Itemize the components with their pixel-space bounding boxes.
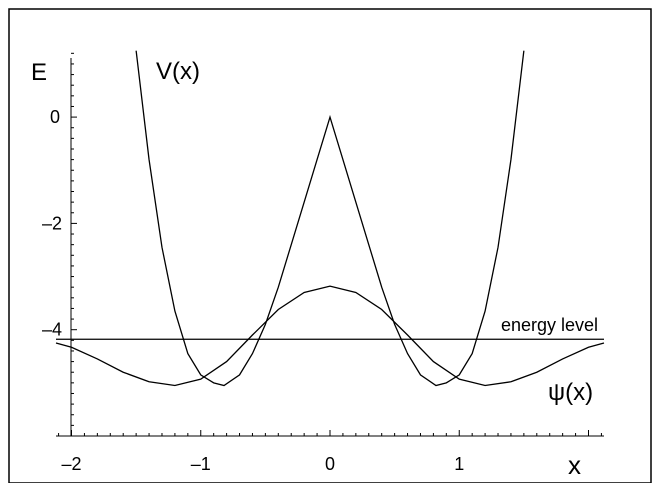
- x-tick-label: 1: [454, 454, 464, 474]
- x-tick-label: –1: [191, 454, 211, 474]
- y-axis-label: E: [31, 59, 47, 86]
- x-tick-label: –2: [61, 454, 81, 474]
- series-group: [55, 50, 605, 387]
- y-tick-label: –4: [42, 320, 62, 340]
- y-tick-label: 0: [50, 107, 60, 127]
- plot-frame: [8, 8, 652, 483]
- axes: –2 –1 0 1 0 –2 –4: [42, 52, 604, 474]
- psi-curve: [55, 285, 605, 387]
- x-axis-label: x: [568, 450, 581, 480]
- series-label-v: V(x): [156, 58, 200, 85]
- labels-group: x E V(x) ψ(x) energy level: [31, 58, 598, 480]
- v-curve: [135, 50, 525, 387]
- series-label-energy: energy level: [501, 315, 598, 335]
- y-tick-label: –2: [42, 213, 62, 233]
- x-tick-label: 0: [325, 454, 335, 474]
- series-label-psi: ψ(x): [548, 379, 593, 406]
